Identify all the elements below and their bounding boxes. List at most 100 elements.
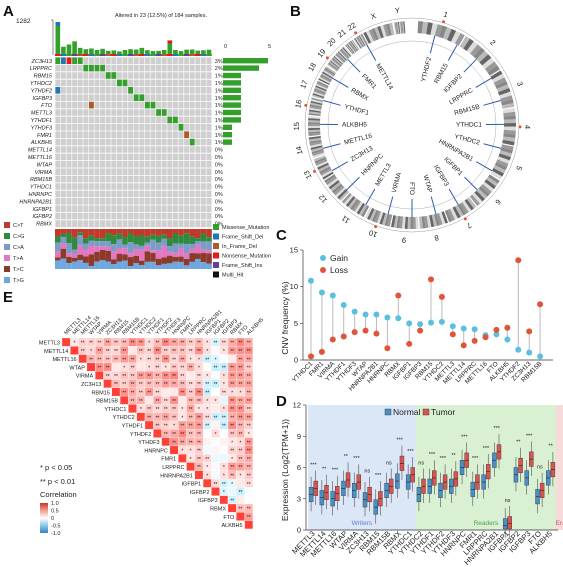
chromosome-band — [484, 61, 498, 73]
correlation-stars: ** — [230, 498, 234, 504]
gene-percent: 0% — [215, 155, 223, 161]
correlation-stars: * — [215, 357, 217, 363]
cnv-gain-point — [417, 321, 424, 328]
correlation-cell — [202, 429, 212, 438]
gene-percent: 1% — [215, 103, 223, 109]
variant-legend-label: Frame_Shift_Del — [222, 235, 263, 241]
snv-stack-segment — [167, 229, 173, 239]
snv-stack-segment — [71, 249, 78, 254]
significance-label: *** — [310, 462, 317, 468]
snv-stack-segment — [189, 248, 195, 254]
sample-annotation — [71, 54, 78, 56]
row-gene-label: VIRMA — [76, 374, 94, 380]
correlation-stars: ** — [172, 357, 176, 363]
correlation-stars: ** — [131, 366, 135, 372]
significance-label: ns — [364, 469, 370, 475]
variant-legend-swatch — [213, 271, 219, 278]
correlation-stars: * — [239, 391, 241, 397]
correlation-stars: ** — [230, 366, 234, 372]
gene-percent: 0% — [215, 148, 223, 154]
correlation-stars: ** — [197, 465, 201, 471]
cnv-loss-point — [318, 348, 325, 355]
correlation-stars: * — [198, 407, 200, 413]
snv-stack-segment — [139, 245, 145, 250]
chromosome-band — [338, 50, 348, 60]
chromosome-band — [339, 49, 349, 60]
chromosome-band — [464, 198, 474, 211]
snv-stack-segment — [111, 244, 117, 252]
chromosome-band — [358, 35, 366, 47]
correlation-stars: * — [206, 474, 208, 480]
correlation-stars: * — [190, 449, 192, 455]
chromosome-band — [337, 51, 348, 61]
chromosome-label: 3 — [515, 80, 525, 87]
snv-stack-segment — [99, 250, 106, 260]
correlation-stars: ** — [139, 349, 143, 355]
chromosome-band — [347, 42, 357, 53]
snv-stack-segment — [144, 236, 151, 243]
chromosome-band — [328, 180, 340, 190]
tmb-bar — [178, 51, 184, 55]
chromosome-band — [374, 210, 381, 223]
snv-stack-segment — [178, 256, 184, 262]
cnv-gain-point — [449, 323, 456, 330]
chromosome-band — [393, 215, 399, 228]
chromosome-band — [356, 36, 364, 48]
sample-annotation — [144, 54, 151, 56]
snv-stack-segment — [99, 259, 106, 269]
cnv-marker — [325, 56, 329, 60]
snv-stack-segment — [83, 262, 89, 269]
snv-stack-segment — [71, 229, 78, 238]
chromosome-label: 11 — [340, 214, 352, 226]
chromosome-band — [308, 113, 321, 117]
tmb-bar-segment — [55, 22, 61, 26]
chromosome-band — [396, 215, 401, 229]
correlation-stars: ** — [131, 399, 135, 405]
snv-stack-segment — [189, 244, 195, 249]
box-normal — [502, 518, 508, 530]
gene-percent: 0% — [215, 162, 223, 168]
snv-stack-segment — [206, 229, 212, 238]
tmb-bar — [111, 50, 117, 55]
gene-count-bar — [223, 87, 241, 93]
snv-stack-segment — [116, 253, 123, 262]
snv-stack-segment — [105, 229, 111, 234]
snv-stack-segment — [88, 266, 95, 269]
snv-stack-segment — [161, 257, 167, 264]
cnv-marker — [442, 20, 446, 24]
snv-stack-segment — [116, 233, 123, 240]
correlation-stars: ** — [164, 424, 168, 430]
tmb-bar — [189, 49, 195, 55]
gene-percent: 1% — [215, 96, 223, 102]
chromosome-band — [335, 187, 346, 198]
panel-label-d: D — [276, 393, 287, 410]
circos-panel: 12345678910111213141516171819202122XYYTH… — [292, 6, 532, 245]
snv-stack-segment — [127, 266, 134, 269]
snv-stack-segment — [200, 241, 207, 250]
snv-stack-segment — [60, 243, 67, 249]
cnv-loss-point — [308, 353, 314, 360]
snv-stack-segment — [122, 229, 128, 237]
correlation-stars: ** — [247, 366, 251, 372]
panel-label-a: A — [3, 3, 14, 20]
tmb-bar — [150, 51, 156, 55]
snv-stack-segment — [71, 253, 78, 258]
sample-annotation — [150, 54, 156, 56]
chromosome-label: 16 — [293, 99, 303, 109]
chromosome-band — [492, 73, 505, 83]
gene-count-bar — [223, 95, 241, 101]
cnv-gain-point — [340, 302, 347, 308]
cnv-gain-point — [308, 277, 314, 284]
oncoplot-panel: Altered in 23 (12.5%) of 184 samples. 12… — [4, 13, 271, 284]
snv-stack-segment — [172, 261, 179, 269]
cnv-loss-point — [449, 331, 456, 338]
chromosome-band — [438, 25, 448, 39]
correlation-stars: ** — [147, 357, 151, 363]
sample-annotation — [161, 54, 167, 56]
correlation-cell — [227, 487, 237, 496]
chromosome-band — [329, 60, 340, 69]
chromosome-band — [466, 197, 477, 209]
chromosome-band — [328, 62, 339, 71]
mutation-cell — [77, 57, 83, 64]
correlation-stars: * — [231, 440, 233, 446]
